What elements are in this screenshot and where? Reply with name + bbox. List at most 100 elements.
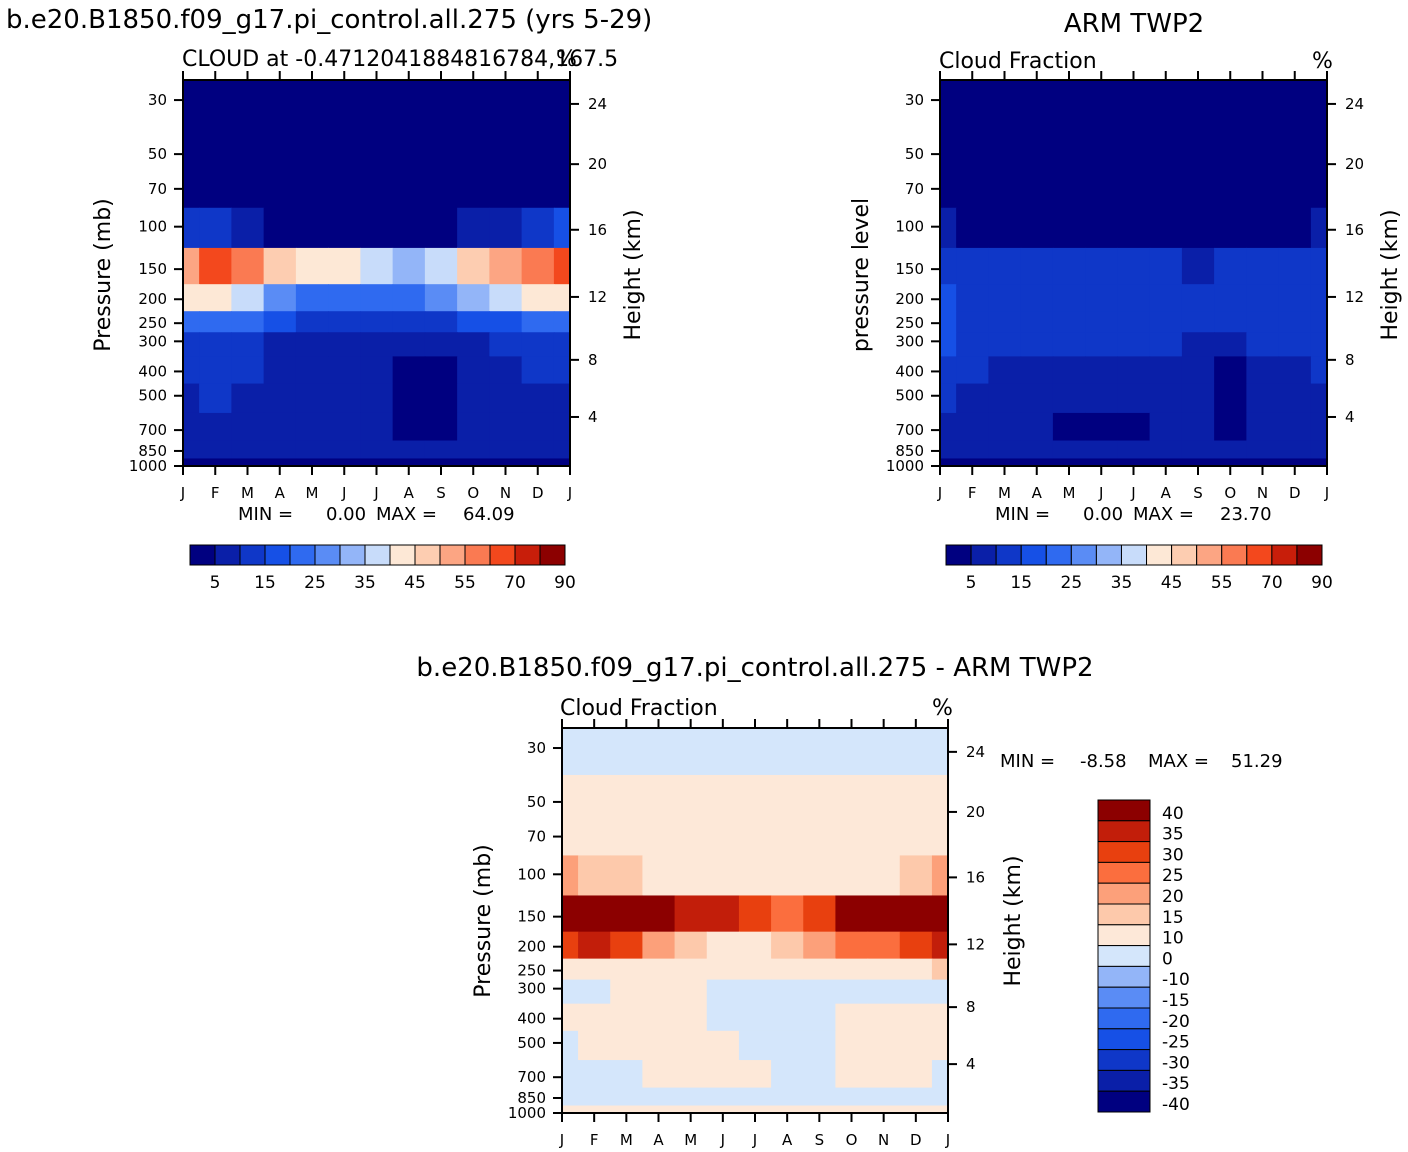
obs-y-tick-label-pressure: 850 <box>895 442 924 460</box>
model-cell-5-12 <box>553 284 571 312</box>
obs-cell-1-7 <box>1149 127 1183 173</box>
diff-cell-3-3 <box>642 855 676 897</box>
obs-cell-11-12 <box>1310 440 1328 460</box>
diff-cell-8-10 <box>867 1003 901 1032</box>
obs-cell-4-0 <box>940 247 957 285</box>
diff-cell-2-10 <box>867 819 901 857</box>
model-cell-9-2 <box>231 383 265 414</box>
obs-cell-0-10 <box>1246 80 1280 128</box>
diff-cell-4-0 <box>562 895 579 933</box>
diff-cell-7-3 <box>642 979 676 1005</box>
diff-colorbar-swatch <box>1097 841 1151 863</box>
diff-cell-0-3 <box>642 728 676 776</box>
panel-model-max-value: 64.09 <box>463 504 515 525</box>
diff-x-tick-label: N <box>878 1131 889 1149</box>
model-cell-10-2 <box>231 412 265 442</box>
diff-cell-8-6 <box>738 1003 772 1032</box>
diff-y-tick-label-pressure: 850 <box>517 1089 546 1107</box>
model-cell-1-10 <box>489 127 523 173</box>
obs-colorbar-swatch <box>995 544 1022 566</box>
diff-cell-10-9 <box>835 1060 869 1089</box>
obs-y-tick-label-pressure: 50 <box>905 145 924 163</box>
diff-x-tick-label: A <box>782 1131 793 1149</box>
model-cell-2-6 <box>360 171 394 209</box>
model-cell-3-12 <box>553 207 571 249</box>
model-cell-12-10 <box>489 458 523 467</box>
obs-cell-11-7 <box>1149 440 1183 460</box>
model-cell-7-7 <box>392 332 426 357</box>
diff-x-tick-label: J <box>945 1131 950 1149</box>
diff-y-tick-label-pressure: 50 <box>527 793 546 811</box>
diff-cell-9-7 <box>771 1030 804 1061</box>
model-cell-11-10 <box>489 440 523 460</box>
obs-cell-10-0 <box>940 412 957 442</box>
diff-colorbar-label: 35 <box>1162 825 1184 845</box>
obs-x-tick-label: A <box>1161 484 1172 502</box>
diff-cell-7-7 <box>771 979 804 1005</box>
obs-cell-12-11 <box>1278 458 1312 467</box>
model-cell-12-2 <box>231 458 265 467</box>
model-cell-2-4 <box>295 171 329 209</box>
obs-cell-7-3 <box>1020 332 1054 357</box>
model-cell-10-5 <box>328 412 361 442</box>
diff-y-tick-label-pressure: 300 <box>517 980 546 998</box>
diff-cell-12-11 <box>899 1105 933 1114</box>
diff-cell-1-0 <box>562 774 579 820</box>
obs-colorbar-swatch <box>1146 544 1173 566</box>
obs-colorbar-swatch <box>1196 544 1223 566</box>
model-cell-12-0 <box>183 458 200 467</box>
model-cell-3-7 <box>392 207 426 249</box>
diff-cell-6-8 <box>803 958 837 981</box>
obs-cell-9-9 <box>1214 383 1247 414</box>
diff-cell-1-4 <box>674 774 708 820</box>
model-y-tick-label-height: 8 <box>588 351 598 369</box>
model-y-tick-label-pressure: 500 <box>138 387 167 405</box>
diff-cell-6-1 <box>578 958 611 981</box>
obs-colorbar-label: 15 <box>1010 573 1032 593</box>
diff-cell-3-11 <box>899 855 933 897</box>
obs-cell-3-2 <box>988 207 1022 249</box>
model-cell-2-8 <box>424 171 458 209</box>
diff-colorbar-label: -25 <box>1162 1033 1190 1053</box>
diff-x-tick-label: D <box>910 1131 922 1149</box>
obs-cell-5-9 <box>1214 284 1247 312</box>
obs-x-tick-label: F <box>968 484 977 502</box>
diff-cell-9-9 <box>835 1030 869 1061</box>
obs-cell-5-8 <box>1181 284 1215 312</box>
obs-y-tick-label-pressure: 70 <box>905 180 924 198</box>
model-cell-8-1 <box>199 356 232 385</box>
obs-cell-10-1 <box>956 412 989 442</box>
model-cell-1-7 <box>392 127 426 173</box>
diff-cell-11-11 <box>899 1087 933 1107</box>
diff-cell-4-3 <box>642 895 676 933</box>
model-cell-2-0 <box>183 171 200 209</box>
model-cell-10-4 <box>295 412 329 442</box>
model-cell-11-6 <box>360 440 394 460</box>
diff-cell-7-11 <box>899 979 933 1005</box>
model-cell-7-10 <box>489 332 523 357</box>
obs-colorbar-label: 45 <box>1161 573 1183 593</box>
model-cell-1-11 <box>521 127 555 173</box>
model-cell-9-4 <box>295 383 329 414</box>
obs-x-tick-label: O <box>1224 484 1236 502</box>
model-colorbar-label: 15 <box>254 573 276 593</box>
obs-y-tick-label-pressure: 1000 <box>886 457 924 475</box>
panel-obs-min-label: MIN = <box>995 504 1050 525</box>
panel-diff-title: b.e20.B1850.f09_g17.pi_control.all.275 -… <box>416 653 1093 683</box>
model-cell-8-5 <box>328 356 361 385</box>
obs-y-tick-label-height: 8 <box>1345 351 1355 369</box>
diff-heatmap-cells <box>562 728 949 1114</box>
diff-cell-0-11 <box>899 728 933 776</box>
diff-colorbar-label: -20 <box>1162 1012 1190 1032</box>
model-cell-8-2 <box>231 356 265 385</box>
obs-y-tick-label-pressure: 100 <box>895 218 924 236</box>
diff-colorbar-label: -10 <box>1162 970 1190 990</box>
obs-cell-12-4 <box>1052 458 1086 467</box>
diff-cell-1-2 <box>610 774 644 820</box>
obs-cell-6-12 <box>1310 311 1328 333</box>
model-cell-10-7 <box>392 412 426 442</box>
model-cell-10-1 <box>199 412 232 442</box>
obs-cell-11-0 <box>940 440 957 460</box>
